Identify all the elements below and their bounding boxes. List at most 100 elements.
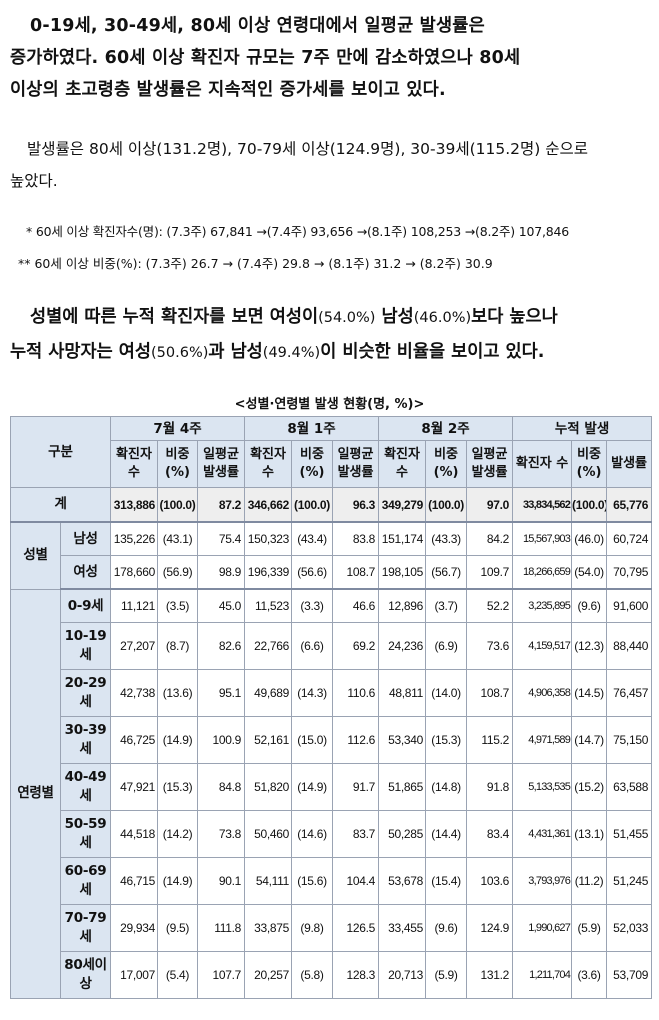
table-caption: <성별·연령별 발생 현황(명, %)> [234,397,425,412]
table-cell: 65,776 [606,487,653,523]
table-cell: (9.6) [425,904,468,952]
table-cell: 108.7 [332,555,380,590]
subheader-share: 비중 (%) [425,440,468,488]
table-cell: (14.2) [157,810,198,858]
subheader-cases: 확진자 수 [110,440,158,488]
row-label: 0-9세 [60,588,111,623]
row-label: 40-49세 [60,763,111,811]
table-cell: 5,133,535 [512,763,573,811]
summary-paragraph-3: 성별에 따른 누적 확진자를 보면 여성이(54.0%) 남성(46.0%)보다… [10,300,655,370]
table-cell: 42,738 [110,669,158,717]
paragraph2-line1: 발생률은 80세 이상(131.2명), 70-79세 이상(124.9명), … [27,140,589,158]
table-cell: 33,455 [378,904,427,952]
table-cell: 33,834,562 [512,487,573,523]
table-cell: 20,713 [378,951,427,999]
table-cell: (5.9) [425,951,468,999]
table-cell: 50,460 [244,810,293,858]
table-cell: 18,266,659 [512,555,573,590]
table-cell: 12,896 [378,588,427,623]
table-cell: 82.6 [196,622,246,670]
table-cell: 4,906,358 [512,669,573,717]
p3-text-f: 누적 사망자는 여성 [10,342,151,362]
table-cell: 91.7 [332,763,380,811]
table-cell: (12.3) [571,622,608,670]
table-cell: 198,105 [378,555,427,590]
table-cell: 126.5 [332,904,380,952]
table-cell: (3.5) [157,588,198,623]
group-label-age: 연령별 [10,588,61,999]
table-cell: (15.3) [157,763,198,811]
table-cell: 46.6 [332,588,380,623]
table-cell: (15.2) [571,763,608,811]
table-cell: 53,340 [378,716,427,764]
table-cell: (15.4) [425,857,468,905]
table-cell: 100.9 [196,716,246,764]
table-row: 연령별 0-9세 11,121 (3.5) 45.0 11,523 (3.3) 46.6 12,… [10,588,653,999]
table-cell: (5.8) [291,951,334,999]
table-cell: 109.7 [466,555,514,590]
table-cell: (14.9) [157,857,198,905]
table-cell: 46,725 [110,716,158,764]
table-cell: (14.0) [425,669,468,717]
table-cell: (43.3) [425,521,468,556]
table-cell: 84.8 [196,763,246,811]
subheader-daily-rate: 일평균 발생률 [196,440,246,488]
subheader-share: 비중 (%) [157,440,198,488]
table-cell: 108.7 [466,669,514,717]
table-cell: 46,715 [110,857,158,905]
subheader-share: 비중 (%) [571,440,608,488]
p3-text-j: 이 비슷한 비율을 보이고 있다. [320,342,545,362]
row-label: 80세이상 [60,951,111,999]
table-cell: (13.1) [571,810,608,858]
table-cell: (56.7) [425,555,468,590]
table-cell: 15,567,903 [512,521,573,556]
table-row: 20-29세 42,738 (13.6) 95.1 49,689 (14.3) 110.6 4… [11,669,653,717]
row-label: 10-19세 [60,622,111,670]
table-cell: 124.9 [466,904,514,952]
table-cell: 49,689 [244,669,293,717]
subheader-share: 비중 (%) [291,440,334,488]
table-cell: 73.6 [466,622,514,670]
table-cell: 52,033 [606,904,653,952]
table-cell: 151,174 [378,521,427,556]
row-label: 남성 [60,521,111,556]
header-category: 구분 [10,416,111,488]
table-row: 여성 178,660 (56.9) 98.9 196,339 (56.6) 108.7 198… [11,555,653,590]
table-cell: 1,990,627 [512,904,573,952]
table-cell: 24,236 [378,622,427,670]
p3-text-g: (50.6%) [151,345,209,361]
table-cell: 91,600 [606,588,653,623]
table-cell: 73.8 [196,810,246,858]
table-cell: (14.9) [157,716,198,764]
table-cell: 51,820 [244,763,293,811]
subheader-cases: 확진자 수 [378,440,427,488]
table-cell: 128.3 [332,951,380,999]
table-cell: 1,211,704 [512,951,573,999]
row-label: 30-39세 [60,716,111,764]
paragraph1-line3: 이상의 초고령층 발생률은 지속적인 증가세를 보이고 있다. [10,80,446,100]
table-cell: (9.8) [291,904,334,952]
table-cell: 83.4 [466,810,514,858]
summary-paragraph-1: 0-19세, 30-49세, 80세 이상 연령대에서 일평균 발생률은 증가하… [10,10,655,106]
p3-text-i: (49.4%) [262,345,321,361]
subheader-daily-rate: 일평균 발생률 [332,440,380,488]
table-cell: 115.2 [466,716,514,764]
table-cell: 104.4 [332,857,380,905]
table-cell: 135,226 [110,521,158,556]
table-cell: (56.9) [157,555,198,590]
table-cell: 75,150 [606,716,653,764]
header-period: 8월 1주 [244,416,380,441]
row-label: 계 [10,487,111,523]
group-label-sex: 성별 [10,521,61,590]
row-label: 20-29세 [60,669,111,717]
table-cell: 83.8 [332,521,380,556]
table-cell: (5.4) [157,951,198,999]
table-cell: 4,971,589 [512,716,573,764]
table-cell: 95.1 [196,669,246,717]
table-row: 계 313,886 (100.0) 87.2 346,662 (100.0) 96.3 349… [10,487,653,523]
table-cell: (100.0) [571,487,608,523]
table-cell: (14.6) [291,810,334,858]
paragraph1-line1: 0-19세, 30-49세, 80세 이상 연령대에서 일평균 발생률은 [30,16,485,36]
table-cell: 346,662 [244,487,293,523]
table-row: 30-39세 46,725 (14.9) 100.9 52,161 (15.0) 112.6… [11,716,653,764]
